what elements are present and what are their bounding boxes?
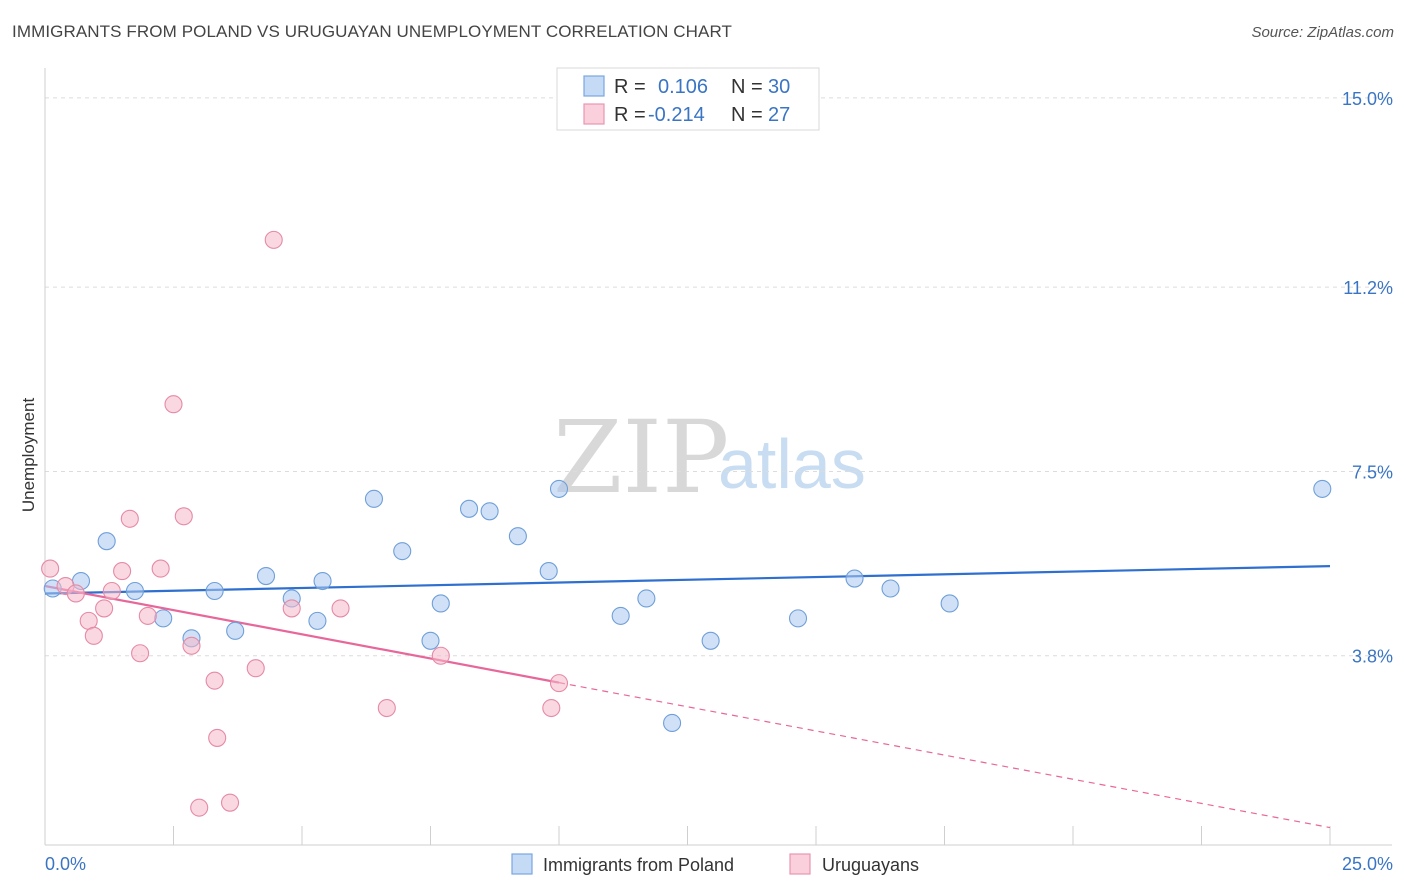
data-point-1 [331,599,350,618]
data-point-1 [131,644,150,663]
data-point-1 [138,606,157,625]
data-point-0 [421,631,440,650]
data-point-1 [205,671,224,690]
data-point-1 [542,698,561,718]
data-point-1 [151,559,170,578]
data-point-1 [84,626,103,645]
data-point-0 [154,609,173,628]
data-point-0 [881,579,900,598]
legend-label-uruguayans: Uruguayans [822,855,919,875]
data-point-1 [264,230,283,249]
watermark-atlas: atlas [718,425,866,503]
data-point-1 [95,599,114,618]
data-point-1 [431,646,450,665]
data-point-0 [637,589,656,608]
data-point-1 [120,509,139,528]
stats-r-label-poland: R = [614,76,646,98]
data-point-0 [256,567,276,586]
data-point-1 [66,584,85,603]
trend-line-extension-1 [558,682,1331,829]
data-point-0 [480,502,499,521]
data-point-1 [282,599,301,618]
chart-title: IMMIGRANTS FROM POLAND VS URUGUAYAN UNEM… [12,22,733,41]
data-point-0 [205,581,224,601]
data-point-0 [549,479,569,498]
stats-r-value-poland: 0.106 [658,76,708,98]
stats-r-label-uruguayans: R = [614,104,646,126]
source-label: Source: ZipAtlas.com [1251,24,1394,41]
data-point-1 [182,636,201,655]
data-point-0 [788,609,808,628]
y-tick-label: 7.5% [1352,462,1393,482]
legend-swatch-poland [511,853,533,875]
data-point-0 [845,569,864,588]
stats-n-value-uruguayans: 27 [768,104,790,126]
y-tick-label: 11.2% [1343,278,1393,298]
y-tick-label: 3.8% [1352,647,1393,667]
data-point-0 [226,621,245,640]
data-point-0 [364,489,384,508]
data-point-1 [190,798,209,817]
data-point-0 [701,631,720,650]
data-point-1 [41,559,60,578]
stats-r-value-uruguayans: -0.214 [648,104,705,126]
data-point-1 [549,674,569,693]
data-point-0 [393,542,412,561]
y-axis-label: Unemployment [19,398,38,513]
y-tick-label: 15.0% [1342,89,1393,109]
data-point-0 [539,562,558,581]
trend-lines [44,564,1331,829]
data-points [41,230,1332,817]
stats-swatch-uruguayans [583,103,605,125]
data-point-1 [220,793,240,812]
bottom-legend: Immigrants from Poland Uruguayans [511,853,919,875]
data-point-0 [663,713,682,733]
axes [44,68,1392,846]
data-point-1 [246,659,265,678]
data-point-0 [125,581,144,601]
watermark-zip: ZIP [553,399,729,516]
tick-labels: 3.8% 7.5% 11.2% 15.0% 0.0% 25.0% [45,89,1393,874]
data-point-0 [459,499,479,518]
data-point-0 [431,594,450,613]
stats-swatch-poland [583,75,605,97]
data-point-1 [174,507,193,526]
data-point-1 [102,581,121,601]
data-point-1 [113,562,132,581]
stats-n-value-poland: 30 [768,76,790,98]
x-tick-label: 25.0% [1342,854,1393,874]
data-point-1 [377,698,396,718]
x-tick-label: 0.0% [45,854,86,874]
trend-line-1 [44,584,560,684]
data-point-0 [940,594,959,613]
legend-swatch-uruguayans [789,853,811,875]
legend-label-poland: Immigrants from Poland [543,855,734,875]
stats-box: R = 0.106 N = 30 R = -0.214 N = 27 [556,67,820,131]
stats-n-label-uruguayans: N = [731,104,763,126]
data-point-0 [308,611,327,630]
grid-lines [45,97,1392,657]
trend-line-0 [44,564,1331,595]
data-point-0 [97,532,116,551]
data-point-1 [164,395,183,414]
data-point-0 [508,527,527,546]
data-point-0 [313,571,332,591]
data-point-0 [1313,479,1332,498]
data-point-1 [208,728,227,747]
data-point-0 [611,606,630,625]
stats-n-label-poland: N = [731,76,763,98]
